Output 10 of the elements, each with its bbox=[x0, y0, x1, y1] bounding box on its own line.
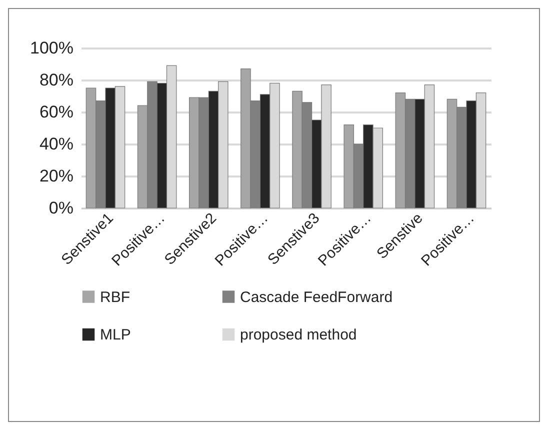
legend-label: Cascade FeedForward bbox=[240, 288, 393, 306]
y-tick-label: 80% bbox=[39, 70, 74, 90]
y-tick-label: 60% bbox=[39, 102, 74, 122]
legend-label: RBF bbox=[100, 288, 130, 306]
legend-label: proposed method bbox=[240, 326, 357, 344]
legend-label: MLP bbox=[100, 326, 131, 344]
y-tick-label: 0% bbox=[48, 198, 74, 218]
y-tick-label: 20% bbox=[39, 166, 74, 186]
y-tick-label: 100% bbox=[30, 38, 74, 58]
y-tick-label: 40% bbox=[39, 134, 74, 154]
